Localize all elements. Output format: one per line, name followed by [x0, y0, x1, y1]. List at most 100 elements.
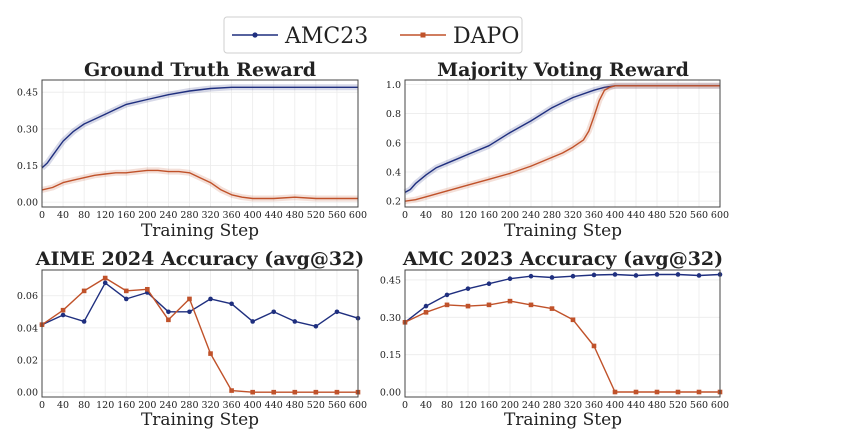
- aime-2024-accuracy-dapo-point: [102, 275, 108, 281]
- amc-2023-accuracy-dapo-point: [696, 389, 702, 395]
- ground-truth-reward-plot-frame: [41, 79, 359, 208]
- amc-2023-accuracy-amc23-point: [591, 272, 597, 278]
- amc-2023-accuracy-dapo-point: [486, 302, 492, 308]
- amc-2023-accuracy-dapo-point: [633, 389, 639, 395]
- amc-2023-accuracy-xtick-label: 520: [669, 400, 687, 411]
- aime-2024-accuracy-dapo-point: [208, 351, 213, 356]
- ground-truth-reward-xtick-label: 480: [286, 210, 304, 221]
- amc-2023-accuracy-xtick-label: 480: [648, 400, 666, 411]
- aime-2024-accuracy-xtick-label: 360: [223, 400, 241, 411]
- majority-voting-reward-ytick-label: 0.8: [386, 109, 401, 120]
- aime-2024-accuracy-amc23-point: [166, 309, 171, 315]
- aime-2024-accuracy-xtick-label: 120: [96, 400, 114, 411]
- aime-2024-accuracy-dapo-point: [81, 288, 87, 294]
- aime-2024-accuracy-dapo-point: [60, 307, 66, 313]
- amc-2023-accuracy-dapo-point: [591, 343, 597, 349]
- ground-truth-reward-ytick-label: 0.30: [17, 124, 38, 135]
- ground-truth-reward-ytick-label: 0.45: [17, 88, 38, 99]
- ground-truth-reward-xtick-label: 120: [96, 210, 114, 221]
- majority-voting-reward-xtick-label: 440: [627, 210, 645, 221]
- aime-2024-accuracy-dapo-point: [123, 288, 129, 294]
- amc-2023-accuracy-ytick-label: 0.00: [380, 388, 401, 399]
- aime-2024-accuracy-xtick-label: 400: [244, 400, 262, 411]
- ground-truth-reward-dapo-band: [41, 167, 358, 202]
- aime-2024-accuracy-dapo-line: [41, 277, 358, 393]
- aime-2024-accuracy-plot-frame: [41, 269, 359, 398]
- aime-2024-accuracy-xtick-label: 240: [159, 400, 177, 411]
- aime-2024-accuracy-amc23-point: [81, 319, 87, 324]
- amc-2023-accuracy-dapo-point: [507, 298, 513, 304]
- amc-2023-accuracy-xtick-label: 560: [690, 400, 708, 411]
- amc-2023-accuracy-amc23-point: [423, 303, 429, 309]
- aime-2024-accuracy-xtick-label: 0: [39, 400, 45, 411]
- amc-2023-accuracy-amc23-point: [696, 273, 702, 278]
- aime-2024-accuracy-amc23-point: [123, 296, 129, 302]
- amc-2023-accuracy-ytick-label: 0.30: [380, 313, 401, 324]
- aime-2024-accuracy-amc23-point: [250, 319, 255, 324]
- ground-truth-reward-xtick-label: 0: [39, 210, 45, 221]
- aime-2024-accuracy-ytick-label: 0.04: [17, 323, 38, 334]
- ground-truth-reward-xtick-label: 520: [307, 210, 325, 221]
- majority-voting-reward-xtick-label: 280: [543, 210, 561, 221]
- aime-2024-accuracy-amc23-point: [271, 309, 277, 315]
- amc-2023-accuracy-amc23-point: [507, 276, 513, 282]
- aime-2024-accuracy-xlabel: Training Step: [141, 410, 259, 430]
- amc-2023-accuracy-amc23-point: [486, 281, 492, 286]
- amc-2023-accuracy-xtick-label: 160: [480, 400, 498, 411]
- aime-2024-accuracy-title: AIME 2024 Accuracy (avg@32): [35, 248, 365, 270]
- amc-2023-accuracy-title: AMC 2023 Accuracy (avg@32): [402, 248, 723, 270]
- amc-2023-accuracy-xtick-label: 400: [606, 400, 624, 411]
- aime-2024-accuracy-dapo-point: [250, 389, 255, 395]
- ground-truth-reward-xlabel: Training Step: [141, 221, 259, 241]
- aime-2024-accuracy-xtick-label: 440: [265, 400, 283, 411]
- amc-2023-accuracy-ytick-label: 0.15: [380, 350, 401, 361]
- ground-truth-reward-xtick-label: 40: [57, 210, 69, 221]
- majority-voting-reward-xtick-label: 520: [669, 210, 687, 221]
- aime-2024-accuracy-dapo-point: [292, 389, 298, 395]
- ground-truth-reward-amc23-line: [41, 86, 358, 169]
- amc-2023-accuracy-amc23-point: [465, 286, 471, 291]
- amc-2023-accuracy-xtick-label: 280: [543, 400, 561, 411]
- ground-truth-reward-xtick-label: 560: [328, 210, 346, 221]
- aime-2024-accuracy-dapo-point: [166, 317, 171, 323]
- majority-voting-reward-xtick-label: 480: [648, 210, 666, 221]
- aime-2024-accuracy-amc23-point: [187, 309, 192, 315]
- majority-voting-reward-xtick-label: 240: [522, 210, 540, 221]
- aime-2024-accuracy-dapo-point: [145, 286, 150, 292]
- ground-truth-reward-xtick-label: 320: [201, 210, 219, 221]
- amc-2023-accuracy-xlabel: Training Step: [504, 410, 622, 430]
- aime-2024-accuracy-xtick-label: 80: [78, 400, 90, 411]
- amc-2023-accuracy-amc23-point: [444, 292, 450, 298]
- ground-truth-reward-xtick-label: 400: [244, 210, 262, 221]
- majority-voting-reward-xtick-label: 320: [564, 210, 582, 221]
- aime-2024-accuracy-ytick-label: 0.02: [17, 356, 38, 367]
- majority-voting-reward-xlabel: Training Step: [504, 221, 622, 241]
- majority-voting-reward-xtick-label: 40: [420, 210, 432, 221]
- ground-truth-reward-ytick-label: 0.15: [17, 161, 38, 172]
- amc-2023-accuracy-xtick-label: 440: [627, 400, 645, 411]
- aime-2024-accuracy-dapo-point: [313, 389, 319, 395]
- majority-voting-reward-xtick-label: 120: [459, 210, 477, 221]
- ground-truth-reward-title: Ground Truth Reward: [84, 59, 316, 81]
- amc-2023-accuracy-amc23-point: [528, 273, 534, 279]
- legend-amc23-marker: [252, 32, 258, 38]
- ground-truth-reward-amc23-band: [39, 84, 358, 171]
- ground-truth-reward-xtick-label: 600: [349, 210, 367, 221]
- amc-2023-accuracy-dapo-point: [675, 389, 681, 395]
- amc-2023-accuracy-dapo-point: [444, 302, 450, 308]
- majority-voting-reward-xtick-label: 160: [480, 210, 498, 221]
- legend-box: [223, 16, 523, 54]
- aime-2024-accuracy-amc23-point: [334, 309, 340, 315]
- amc-2023-accuracy-xtick-label: 200: [501, 400, 519, 411]
- aime-2024-accuracy-amc23-point: [229, 301, 234, 307]
- amc-2023-accuracy-dapo-point: [549, 306, 555, 311]
- legend-dapo-label: DAPO: [453, 24, 519, 49]
- aime-2024-accuracy-xtick-label: 600: [349, 400, 367, 411]
- amc-2023-accuracy-dapo-point: [423, 310, 429, 315]
- ground-truth-reward-xtick-label: 360: [223, 210, 241, 221]
- aime-2024-accuracy-ytick-label: 0.06: [17, 291, 38, 302]
- majority-voting-reward-xtick-label: 400: [606, 210, 624, 221]
- aime-2024-accuracy-xtick-label: 520: [307, 400, 325, 411]
- aime-2024-accuracy-panel: AIME 2024 Accuracy (avg@32) Training Ste…: [17, 248, 367, 430]
